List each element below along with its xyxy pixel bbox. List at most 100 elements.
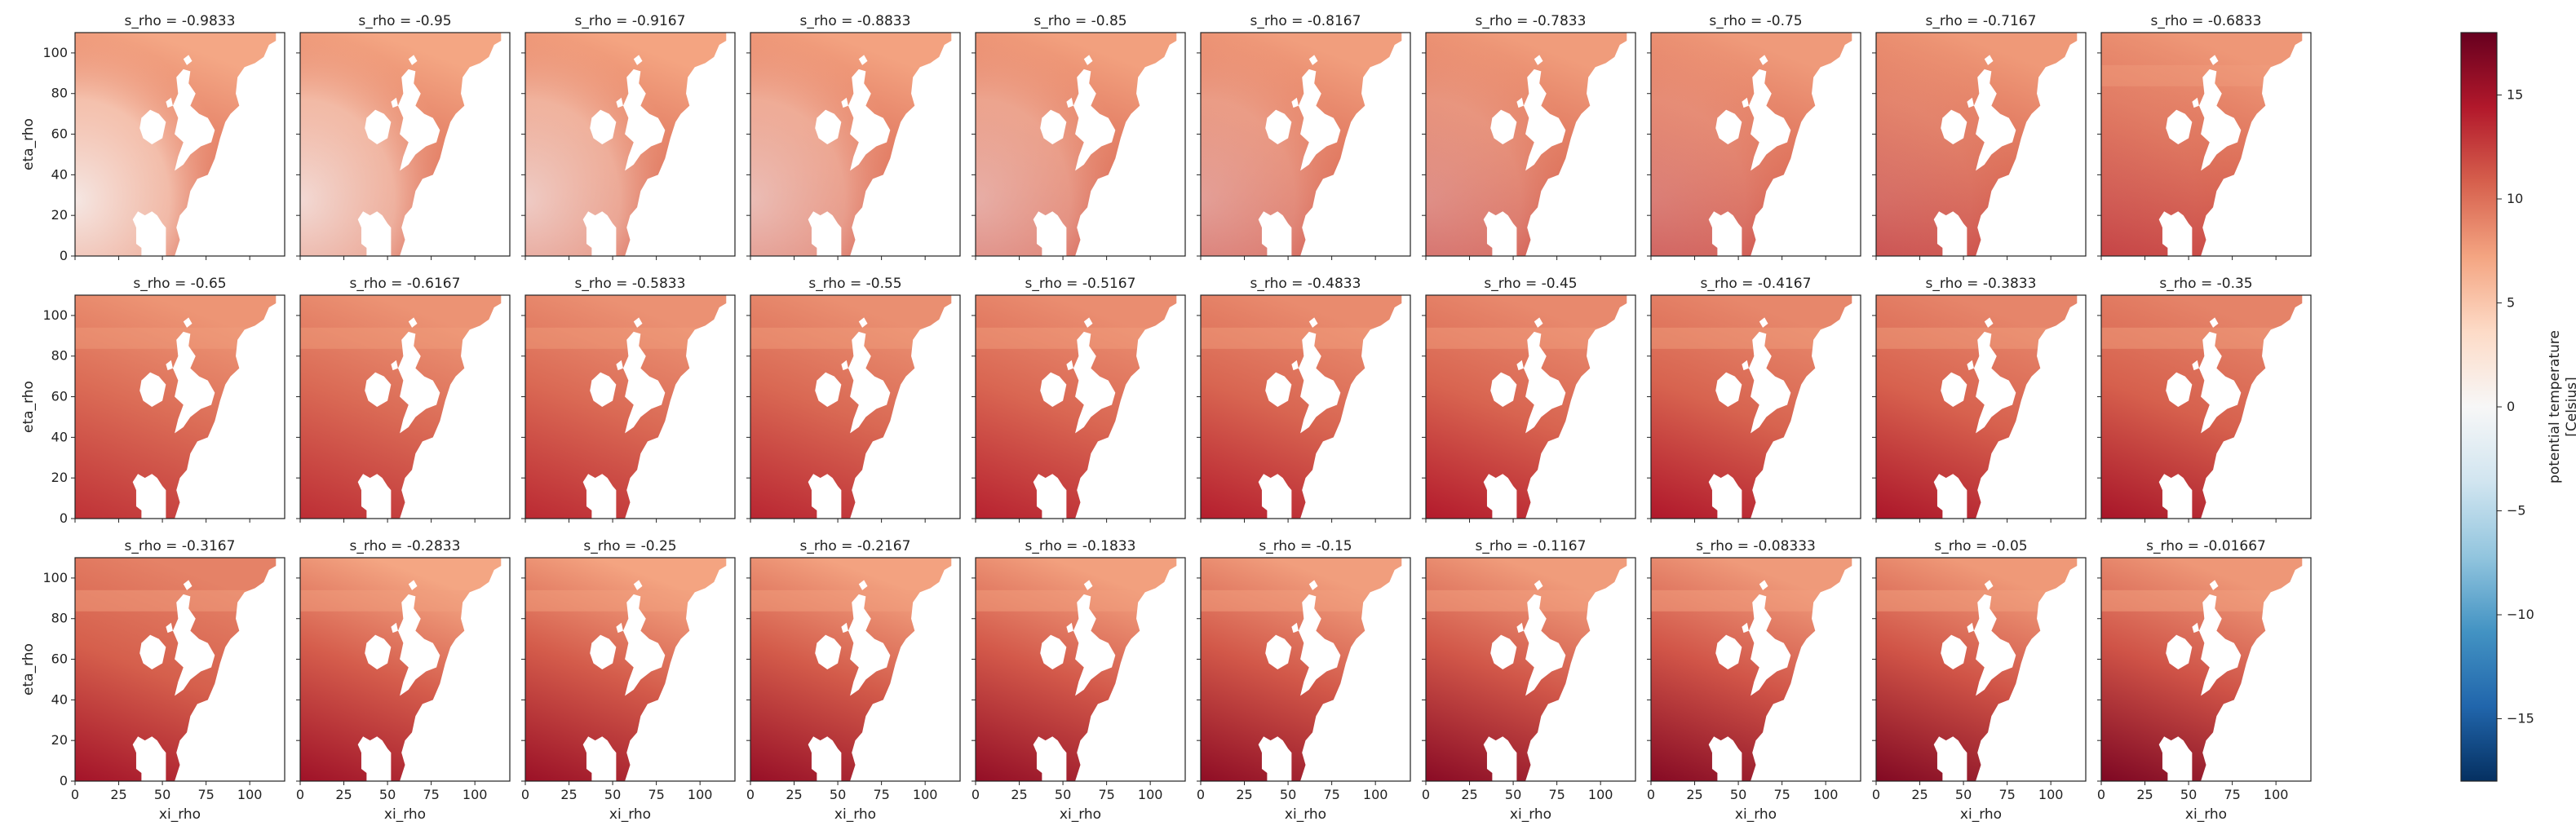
x-tick-label: 100 <box>2038 787 2064 802</box>
x-tick-label: 25 <box>1236 787 1252 802</box>
panel-title: s_rho = -0.5833 <box>575 276 686 292</box>
panel-title: s_rho = -0.3167 <box>125 538 236 554</box>
x-tick-label: 50 <box>1730 787 1746 802</box>
panel-7: s_rho = -0.75 <box>1647 13 1861 260</box>
panel-0: s_rho = -0.9833 0 20 40 60 80 100 eta_rho <box>20 13 285 263</box>
y-tick-label: 40 <box>51 166 68 182</box>
x-tick-label: 25 <box>1911 787 1928 802</box>
x-tick-label: 25 <box>1686 787 1702 802</box>
x-tick-label: 0 <box>2097 787 2105 802</box>
axes-frame <box>2100 32 2312 257</box>
axes-frame <box>975 557 1186 782</box>
panel-23: s_rho = -0.2167 0 25 50 75 100 xi_rho <box>746 538 961 823</box>
x-tick-label: 75 <box>1548 787 1565 802</box>
x-axis-label: xi_rho <box>834 806 876 823</box>
x-tick-label: 100 <box>463 787 488 802</box>
panel-4: s_rho = -0.85 <box>972 13 1186 260</box>
x-tick-label: 100 <box>2264 787 2289 802</box>
panel-11: s_rho = -0.6167 <box>296 276 511 523</box>
x-tick-label: 25 <box>335 787 352 802</box>
panel-title: s_rho = -0.35 <box>2159 276 2252 292</box>
x-tick-label: 0 <box>1647 787 1655 802</box>
axes-frame <box>1875 294 2087 519</box>
panel-1: s_rho = -0.95 <box>296 13 511 260</box>
panel-title: s_rho = -0.95 <box>358 13 451 29</box>
x-tick-label: 100 <box>1813 787 1839 802</box>
panel-title: s_rho = -0.75 <box>1709 13 1802 29</box>
axes-frame <box>1200 294 1411 519</box>
y-axis-label: eta_rho <box>20 643 37 695</box>
panel-title: s_rho = -0.9167 <box>575 13 686 29</box>
x-tick-label: 50 <box>2180 787 2197 802</box>
panel-6: s_rho = -0.7833 <box>1422 13 1636 260</box>
axes-frame <box>74 557 285 782</box>
axes-frame <box>2100 557 2312 782</box>
x-axis-label: xi_rho <box>1960 806 2002 823</box>
x-tick-label: 100 <box>237 787 263 802</box>
x-axis-label: xi_rho <box>609 806 651 823</box>
x-tick-label: 25 <box>560 787 577 802</box>
panel-title: s_rho = -0.1833 <box>1025 538 1136 554</box>
panel-title: s_rho = -0.4167 <box>1701 276 1812 292</box>
axes-frame <box>1875 557 2087 782</box>
panel-title: s_rho = -0.9833 <box>125 13 236 29</box>
x-axis-label: xi_rho <box>384 806 426 823</box>
panel-title: s_rho = -0.8167 <box>1250 13 1361 29</box>
y-tick-label: 40 <box>51 691 68 707</box>
x-tick-label: 100 <box>913 787 938 802</box>
y-tick-label: 60 <box>51 389 68 404</box>
panel-title: s_rho = -0.7833 <box>1476 13 1587 29</box>
y-axis-label: eta_rho <box>20 381 37 433</box>
axes-frame <box>1650 557 1861 782</box>
y-axis-label: eta_rho <box>20 118 37 170</box>
y-tick-label: 80 <box>51 348 68 364</box>
panel-title: s_rho = -0.65 <box>133 276 226 292</box>
panel-title: s_rho = -0.45 <box>1484 276 1577 292</box>
panel-25: s_rho = -0.15 0 25 50 75 100 xi_rho <box>1197 538 1411 823</box>
y-tick-label: 0 <box>60 248 68 263</box>
x-tick-label: 50 <box>379 787 396 802</box>
y-tick-label: 60 <box>51 651 68 667</box>
axes-frame <box>299 557 511 782</box>
x-axis-label: xi_rho <box>2185 806 2227 823</box>
panel-5: s_rho = -0.8167 <box>1197 13 1411 260</box>
colorbar-tick-label: 10 <box>2507 191 2523 206</box>
panel-title: s_rho = -0.08333 <box>1696 538 1816 554</box>
panel-16: s_rho = -0.45 <box>1422 276 1636 523</box>
y-tick-label: 0 <box>60 510 68 526</box>
x-axis-label: xi_rho <box>1735 806 1777 823</box>
x-tick-label: 0 <box>71 787 79 802</box>
axes-frame <box>750 557 961 782</box>
panel-9: s_rho = -0.6833 <box>2097 13 2312 260</box>
x-tick-label: 75 <box>2224 787 2240 802</box>
x-tick-label: 100 <box>1363 787 1388 802</box>
axes-frame <box>1425 32 1636 257</box>
panel-29: s_rho = -0.01667 0 25 50 75 100 xi_rho <box>2097 538 2312 823</box>
panel-title: s_rho = -0.55 <box>808 276 901 292</box>
y-tick-label: 100 <box>42 45 68 60</box>
panel-2: s_rho = -0.9167 <box>521 13 736 260</box>
axes-frame <box>524 557 736 782</box>
panel-title: s_rho = -0.6833 <box>2151 13 2262 29</box>
x-axis-label: xi_rho <box>159 806 201 823</box>
axes-frame <box>299 32 511 257</box>
y-tick-label: 20 <box>51 470 68 485</box>
axes-frame <box>975 32 1186 257</box>
panel-28: s_rho = -0.05 0 25 50 75 100 xi_rho <box>1872 538 2087 823</box>
panel-10: s_rho = -0.65 0 20 40 60 80 100 eta_rho <box>20 276 285 526</box>
axes-frame <box>975 294 1186 519</box>
panel-title: s_rho = -0.8833 <box>800 13 911 29</box>
x-tick-label: 50 <box>604 787 621 802</box>
colorbar-tick-label: −5 <box>2507 503 2526 519</box>
y-tick-label: 100 <box>42 570 68 585</box>
x-tick-label: 50 <box>1505 787 1521 802</box>
panel-22: s_rho = -0.25 0 25 50 75 100 xi_rho <box>521 538 736 823</box>
x-tick-label: 0 <box>1872 787 1880 802</box>
panel-title: s_rho = -0.2833 <box>350 538 461 554</box>
x-tick-label: 75 <box>1773 787 1790 802</box>
panel-27: s_rho = -0.08333 0 25 50 75 100 xi_rho <box>1647 538 1861 823</box>
x-tick-label: 50 <box>1280 787 1296 802</box>
x-axis-label: xi_rho <box>1060 806 1101 823</box>
y-tick-label: 20 <box>51 732 68 748</box>
